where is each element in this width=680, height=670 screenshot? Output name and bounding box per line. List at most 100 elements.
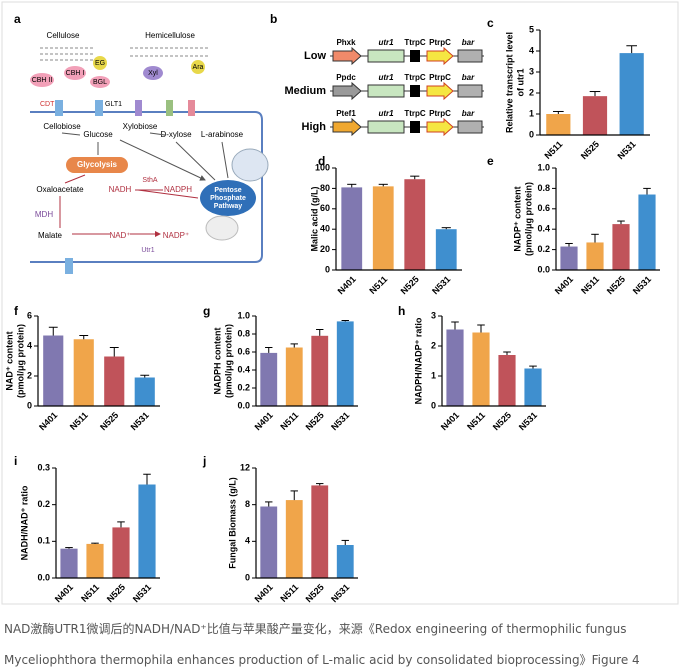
bar	[524, 368, 542, 406]
bar	[619, 53, 644, 135]
panel-letter: g	[203, 304, 210, 318]
organelle	[205, 215, 239, 241]
arrow	[61, 132, 229, 180]
y-tick-label: 0.0	[237, 400, 250, 410]
part-label: Ptef1	[336, 109, 356, 118]
arrow	[59, 174, 199, 234]
y-tick-label: 0.2	[237, 382, 250, 392]
y-tick-label: 4	[529, 45, 534, 55]
label: CDT	[40, 101, 55, 108]
bar	[546, 114, 571, 135]
part-label: Ppdc	[336, 73, 356, 82]
panel-letter: i	[14, 454, 17, 468]
label: Glycolysis	[77, 160, 118, 169]
gene	[457, 120, 483, 134]
bar	[472, 332, 490, 406]
label: EG	[95, 60, 105, 67]
part-label: utr1	[378, 73, 394, 82]
y-tick-label: 0.2	[537, 244, 550, 254]
gene	[367, 120, 405, 134]
enzyme	[30, 73, 54, 87]
pathway-box	[66, 157, 128, 173]
part-label: utr1	[378, 109, 394, 118]
polymer	[40, 47, 210, 61]
y-tick-label: 0.4	[537, 224, 550, 234]
bar	[341, 187, 363, 270]
figure: a Cellulose Hemicellulose CBH II CBH I E…	[1, 1, 679, 605]
label: Hemicellulose	[145, 31, 195, 40]
y-tick-label: 0	[245, 572, 250, 582]
enzyme	[93, 56, 107, 70]
bar	[260, 352, 278, 406]
bar	[336, 321, 354, 406]
label: NADPH	[164, 185, 192, 194]
panel-letter: b	[270, 12, 277, 26]
y-tick-label: 2	[27, 370, 32, 380]
label: Oxaloacetate	[36, 185, 84, 194]
promoter	[332, 46, 362, 66]
enzyme	[90, 76, 110, 88]
y-tick-label: 20	[320, 244, 330, 254]
gene	[367, 84, 405, 98]
label: MDH	[35, 210, 53, 219]
y-tick-label: 0	[27, 400, 32, 410]
label: Xylobiose	[123, 122, 158, 131]
label: Phosphate	[210, 195, 246, 202]
y-tick-label: 3	[431, 310, 436, 320]
label: Cellobiose	[43, 122, 81, 131]
y-tick-label: 1.0	[537, 162, 550, 172]
level-label: Medium	[284, 85, 326, 97]
label: NADH	[109, 185, 132, 194]
bar	[285, 500, 303, 578]
y-tick-label: 6	[27, 310, 32, 320]
part-label: bar	[462, 38, 475, 47]
panel-letter: h	[398, 304, 405, 318]
bar	[134, 377, 155, 406]
part-label: bar	[462, 73, 475, 82]
promoter	[332, 117, 362, 137]
enzyme	[64, 66, 86, 80]
pathway-ellipse	[200, 180, 256, 216]
bar	[112, 527, 130, 578]
transporter	[188, 100, 195, 116]
transporter	[65, 258, 73, 274]
gene	[457, 84, 483, 98]
bar	[311, 485, 329, 578]
enzyme	[143, 66, 163, 80]
y-tick-label: 0.2	[37, 499, 50, 509]
label: CBH I	[66, 70, 85, 77]
part-label: PtrpC	[429, 109, 451, 118]
y-axis-label: Fungal Biomass (g/L)	[227, 477, 237, 569]
bar	[311, 335, 329, 406]
level-label: High	[302, 121, 327, 133]
label: Pentose	[214, 187, 241, 194]
y-tick-label: 1	[529, 108, 534, 118]
y-tick-label: 0	[325, 264, 330, 274]
label: Malate	[38, 231, 63, 240]
terminator	[410, 121, 420, 133]
cell-membrane	[30, 111, 263, 263]
part-label: TtrpC	[404, 109, 426, 118]
panel-letter: e	[487, 154, 494, 168]
part-label: TtrpC	[404, 73, 426, 82]
panel-letter: c	[487, 16, 494, 30]
bar	[612, 224, 630, 270]
y-tick-label: 4	[245, 536, 250, 546]
part-label: PtrpC	[429, 73, 451, 82]
terminator	[410, 50, 420, 62]
y-tick-label: 0.4	[237, 364, 250, 374]
bar	[586, 242, 604, 270]
y-tick-label: 8	[245, 499, 250, 509]
y-tick-label: 0.8	[537, 183, 550, 193]
label: BGL	[93, 79, 107, 86]
y-tick-label: 100	[315, 162, 330, 172]
y-tick-label: 0.3	[37, 462, 50, 472]
part-label: bar	[462, 109, 475, 118]
y-tick-label: 1	[431, 370, 436, 380]
label: SthA	[142, 177, 158, 184]
bar	[498, 355, 516, 406]
promoter	[332, 81, 362, 101]
y-axis-label: (pmol/μg protein)	[523, 182, 533, 256]
